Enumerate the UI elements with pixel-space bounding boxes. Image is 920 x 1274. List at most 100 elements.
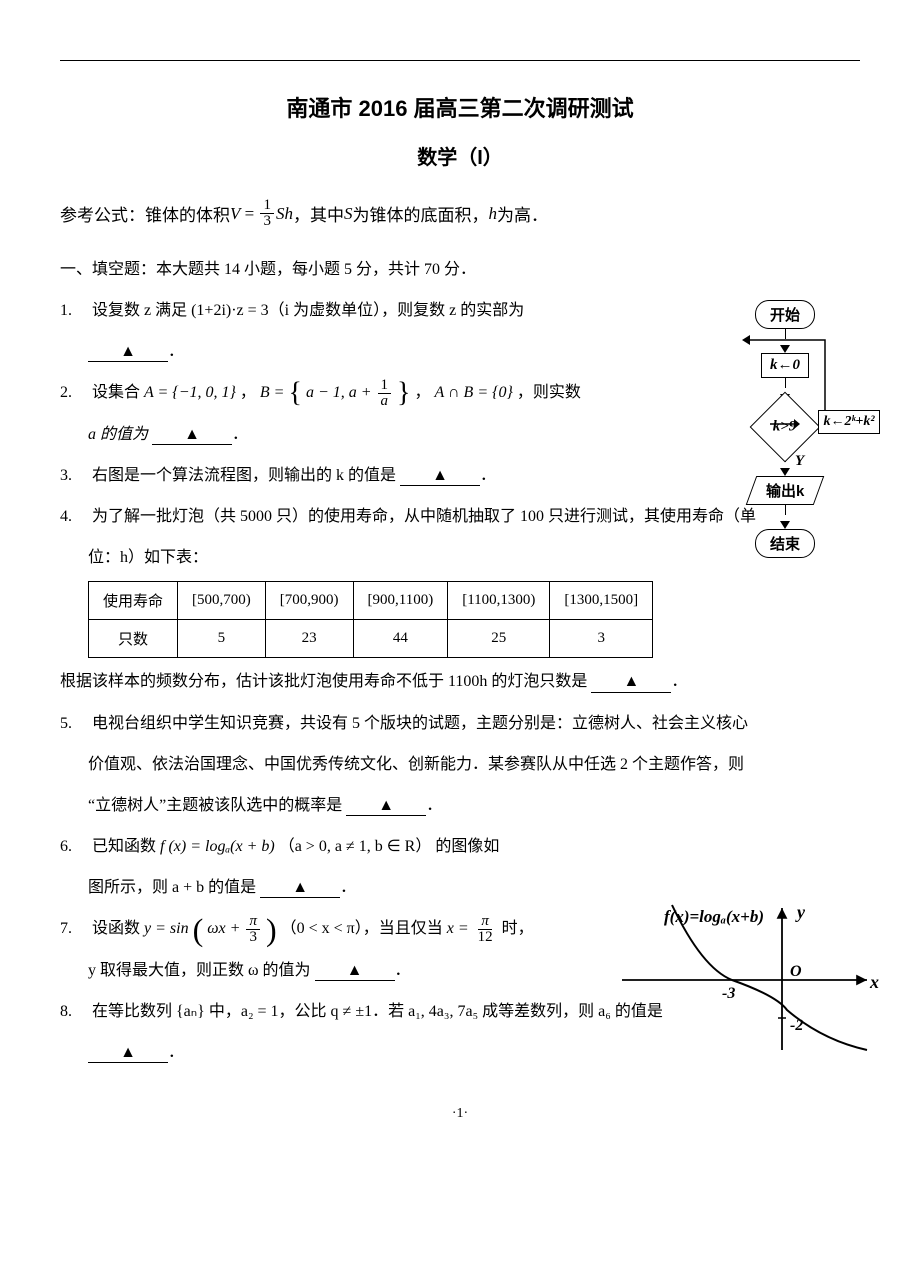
problem-7-line2-a: y 取得最大值，则正数 ω 的值为: [88, 962, 311, 979]
problem-1-tail: ．: [168, 343, 184, 360]
problem-7-text-b: 时，: [502, 920, 534, 937]
problem-5-tail: ．: [426, 797, 442, 814]
problem-7-text-a: 设函数: [92, 920, 144, 937]
table-row: 使用寿命 [500,700) [700,900) [900,1100) [110…: [89, 582, 653, 620]
problem-7-num: 7.: [60, 911, 82, 946]
table-col-0: [500,700): [178, 582, 266, 620]
problem-4-num: 4.: [60, 499, 82, 534]
problem-5-num: 5.: [60, 706, 82, 741]
problem-5-line3-a: “立德树人”主题被该队选中的概率是: [88, 797, 342, 814]
blank-4: [591, 672, 671, 692]
problem-7-frac1: π3: [246, 914, 260, 945]
problem-5-text: 电视台组织中学生知识竞赛，共设有 5 个版块的试题，主题分别是：立德树人、社会主…: [92, 715, 748, 732]
problem-3-tail: ．: [480, 467, 496, 484]
problem-2-tail: ．: [232, 426, 248, 443]
problem-1-num: 1.: [60, 293, 82, 328]
problem-7-cond: （0 < x < π），当且仅当: [281, 920, 447, 937]
flowchart-yes-label: Y: [795, 453, 804, 470]
reference-formula: 参考公式：锥体的体积 V = 13 Sh ，其中 S 为锥体的底面积， h 为高…: [60, 198, 860, 229]
table-count-label: 只数: [89, 620, 178, 658]
blank-7: [315, 961, 395, 981]
graph-origin: O: [790, 963, 802, 980]
problem-2-setB-items: a − 1, a +: [306, 384, 376, 401]
blank-3: [400, 466, 480, 486]
graph-x-label: x: [869, 972, 879, 992]
graph-y-label: y: [795, 902, 806, 922]
section-1-title: 一、填空题：本大题共 14 小题，每小题 5 分，共计 70 分．: [60, 255, 860, 279]
table-count-1: 23: [265, 620, 353, 658]
formula-h: h: [488, 204, 497, 224]
problem-6-num: 6.: [60, 829, 82, 864]
blank-1: [88, 342, 168, 362]
lparen: (: [193, 912, 204, 948]
graph-func-label: f(x)=logₐ(x+b): [664, 907, 764, 926]
problem-2-text-d: ，则实数: [517, 384, 581, 401]
table-count-2: 44: [353, 620, 448, 658]
problem-8-num: 8.: [60, 994, 82, 1029]
formula-suffix2: 为高．: [497, 201, 548, 226]
problem-6: 6. 已知函数 f (x) = logₐ(x + b) （a > 0, a ≠ …: [60, 829, 860, 864]
problem-2-num: 2.: [60, 375, 82, 410]
formula-suffix1: ，其中: [293, 201, 344, 226]
problem-7-xeq-pre: x =: [447, 920, 473, 937]
problem-2-setA: A = {−1, 0, 1}: [144, 384, 236, 401]
table-col-3: [1100,1300): [448, 582, 550, 620]
problem-3-text: 右图是一个算法流程图，则输出的 k 的值是: [92, 467, 396, 484]
formula-frac: 13: [260, 198, 274, 229]
problem-2-frac: 1a: [378, 378, 392, 409]
formula-eq: =: [240, 204, 258, 224]
formula-prefix: 参考公式：锥体的体积: [60, 201, 230, 226]
problem-5-line2: 价值观、依法治国理念、中国优秀传统文化、创新能力．某参赛队从中任选 2 个主题作…: [88, 747, 860, 782]
brace-r: }: [397, 378, 410, 409]
problem-7-arg-pre: ωx +: [207, 920, 244, 937]
log-graph: y x f(x)=logₐ(x+b) -3 O -2: [612, 900, 882, 1050]
flowchart-side: k←2ᵏ+k²: [800, 410, 898, 434]
formula-V: V: [230, 204, 240, 224]
problem-2-inter: A ∩ B = {0}: [435, 384, 513, 401]
problem-8-tail: ．: [168, 1044, 184, 1061]
problem-2-text-b: ，: [240, 384, 256, 401]
problem-3-num: 3.: [60, 458, 82, 493]
formula-S: S: [344, 204, 353, 224]
rparen: ): [266, 912, 277, 948]
flowchart-end: 结束: [755, 529, 815, 558]
problem-8-text-a: 在等比数列 {aₙ} 中，a₂ = 1，公比 q ≠ ±1．若 a₁, 4a₃,…: [92, 1003, 663, 1020]
problem-2-setB-pre: B =: [260, 384, 289, 401]
table-header-label: 使用寿命: [89, 582, 178, 620]
table-count-0: 5: [178, 620, 266, 658]
blank-8: [88, 1043, 168, 1063]
problem-6-cond: （a > 0, a ≠ 1, b ∈ R）: [279, 838, 432, 855]
problem-2-line2-a: a 的值为: [88, 426, 148, 443]
graph-y-intercept: -2: [790, 1017, 803, 1034]
title-sub: 数学（I）: [60, 141, 860, 170]
problem-4-after-text: 根据该样本的频数分布，估计该批灯泡使用寿命不低于 1100h 的灯泡只数是: [60, 673, 587, 690]
flowchart: 开始 k←0 k>9 N Y 输出k 结束 k←2ᵏ+k²: [680, 300, 890, 558]
problem-6-fexpr: f (x) = logₐ(x + b): [160, 838, 275, 855]
problem-6-text-a: 已知函数: [92, 838, 160, 855]
problem-6-line2-a: 图所示，则 a + b 的值是: [88, 879, 256, 896]
problem-4-after: 根据该样本的频数分布，估计该批灯泡使用寿命不低于 1100h 的灯泡只数是 ．: [60, 664, 860, 699]
lifespan-table: 使用寿命 [500,700) [700,900) [900,1100) [110…: [88, 581, 653, 658]
problem-4-text: 为了解一批灯泡（共 5000 只）的使用寿命，从中随机抽取了 100 只进行测试…: [92, 508, 756, 525]
blank-2: [152, 425, 232, 445]
graph-x-intercept: -3: [722, 985, 735, 1002]
formula-mid: 为锥体的底面积，: [352, 201, 488, 226]
table-col-2: [900,1100): [353, 582, 448, 620]
flowchart-output: 输出k: [746, 476, 825, 505]
problem-5: 5. 电视台组织中学生知识竞赛，共设有 5 个版块的试题，主题分别是：立德树人、…: [60, 706, 860, 741]
problem-2-text-a: 设集合: [92, 384, 144, 401]
problem-6-tail: ．: [340, 879, 356, 896]
title-main: 南通市 2016 届高三第二次调研测试: [60, 91, 860, 123]
table-row: 只数 5 23 44 25 3: [89, 620, 653, 658]
problem-6-text-b: 的图像如: [435, 838, 499, 855]
problem-7-yexpr-pre: y = sin: [144, 920, 189, 937]
problem-5-line3: “立德树人”主题被该队选中的概率是 ．: [88, 788, 860, 823]
brace-l: {: [288, 378, 301, 409]
blank-5: [346, 796, 426, 816]
table-col-4: [1300,1500]: [550, 582, 653, 620]
problem-7-frac2: π12: [475, 914, 496, 945]
problem-2-text-c: ，: [414, 384, 430, 401]
table-col-1: [700,900): [265, 582, 353, 620]
table-count-4: 3: [550, 620, 653, 658]
blank-6: [260, 878, 340, 898]
